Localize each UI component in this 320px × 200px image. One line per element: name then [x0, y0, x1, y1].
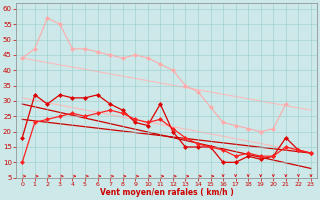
X-axis label: Vent moyen/en rafales ( km/h ): Vent moyen/en rafales ( km/h ) [100, 188, 234, 197]
